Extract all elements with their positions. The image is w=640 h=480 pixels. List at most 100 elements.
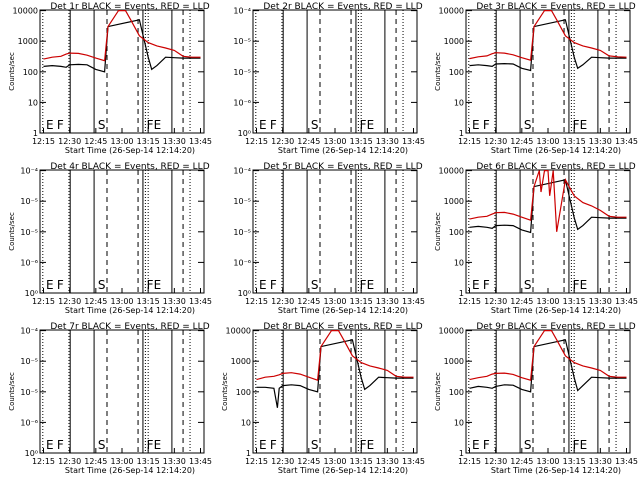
y-tick-label: 1 bbox=[33, 129, 38, 138]
y-axis-label: Counts/sec bbox=[434, 52, 442, 91]
y-tick-label: 10⁻⁵ bbox=[20, 357, 38, 366]
plot-frame bbox=[252, 9, 418, 134]
x-axis-label: Start Time (26-Sep-14 12:14:20) bbox=[278, 146, 408, 155]
y-tick-label: 1 bbox=[246, 449, 251, 458]
x-tick-label: 12:45 bbox=[84, 297, 107, 306]
y-axis-label: Counts/sec bbox=[434, 212, 442, 251]
x-tick-label: 13:45 bbox=[189, 457, 212, 466]
x-tick-label: 12:15 bbox=[458, 457, 481, 466]
x-tick-label: 12:15 bbox=[245, 457, 268, 466]
x-tick-label: 13:00 bbox=[536, 137, 559, 146]
event-marker-letter: E bbox=[580, 438, 588, 452]
x-tick-label: 12:30 bbox=[484, 457, 507, 466]
x-tick-label: 12:45 bbox=[510, 137, 533, 146]
y-tick-label: 10⁻⁵ bbox=[20, 197, 38, 206]
x-axis-label: Start Time (26-Sep-14 12:14:20) bbox=[278, 466, 408, 475]
event-marker-letter: F bbox=[270, 278, 277, 292]
y-tick-label: 10⁻⁶ bbox=[20, 258, 38, 267]
y-axis-label: Counts/sec bbox=[221, 372, 229, 411]
event-marker-letter: E bbox=[472, 118, 480, 132]
x-tick-label: 13:30 bbox=[376, 137, 399, 146]
event-marker-letter: E bbox=[259, 118, 267, 132]
events-series-line bbox=[256, 339, 414, 408]
panel-title: Det 7r BLACK = Events, RED = LLD bbox=[50, 322, 209, 332]
x-axis-label: Start Time (26-Sep-14 12:14:20) bbox=[65, 466, 195, 475]
x-tick-label: 13:30 bbox=[163, 137, 186, 146]
y-tick-label: 10000 bbox=[439, 7, 464, 16]
y-tick-label: 10⁻⁵ bbox=[233, 197, 251, 206]
event-marker-letter: S bbox=[98, 118, 106, 132]
event-marker-letter: F bbox=[483, 278, 490, 292]
y-tick-label: 10000 bbox=[439, 167, 464, 176]
event-marker-letter: S bbox=[311, 438, 319, 452]
x-tick-label: 13:30 bbox=[376, 457, 399, 466]
event-marker-letter: S bbox=[311, 118, 319, 132]
x-tick-label: 13:30 bbox=[589, 457, 612, 466]
plot-frame bbox=[465, 169, 631, 294]
plot-frame bbox=[252, 169, 418, 294]
y-tick-label: 10 bbox=[241, 418, 251, 427]
x-axis-label: Start Time (26-Sep-14 12:14:20) bbox=[491, 146, 621, 155]
x-tick-label: 13:30 bbox=[163, 297, 186, 306]
x-tick-label: 13:15 bbox=[563, 137, 586, 146]
event-marker-letter: E bbox=[46, 278, 54, 292]
x-tick-label: 13:00 bbox=[110, 297, 133, 306]
plot-frame bbox=[39, 329, 205, 454]
y-tick-label: 10⁻⁵ bbox=[20, 388, 38, 397]
x-tick-label: 13:45 bbox=[189, 297, 212, 306]
event-marker-letter: E bbox=[472, 438, 480, 452]
x-tick-label: 12:45 bbox=[84, 137, 107, 146]
event-marker-letter: F bbox=[57, 118, 64, 132]
y-tick-label: 10⁻⁵ bbox=[233, 68, 251, 77]
x-tick-label: 13:45 bbox=[615, 137, 638, 146]
event-marker-letter: E bbox=[46, 118, 54, 132]
event-marker-letter: E bbox=[259, 278, 267, 292]
event-marker-letter: S bbox=[524, 278, 532, 292]
event-marker-letter: S bbox=[311, 278, 319, 292]
x-tick-label: 12:30 bbox=[58, 297, 81, 306]
y-tick-label: 10⁻⁴ bbox=[20, 327, 38, 336]
y-tick-label: 10⁻⁵ bbox=[233, 37, 251, 46]
x-tick-label: 13:00 bbox=[536, 457, 559, 466]
plot-frame bbox=[39, 169, 205, 294]
y-tick-label: 1 bbox=[459, 129, 464, 138]
x-tick-label: 12:30 bbox=[484, 297, 507, 306]
y-tick-label: 1000 bbox=[444, 37, 464, 46]
x-tick-label: 13:45 bbox=[189, 137, 212, 146]
event-marker-letter: E bbox=[154, 438, 162, 452]
x-tick-label: 13:00 bbox=[323, 297, 346, 306]
event-marker-letter: E bbox=[472, 278, 480, 292]
panel-title: Det 9r BLACK = Events, RED = LLD bbox=[476, 322, 635, 332]
x-tick-label: 13:15 bbox=[350, 137, 373, 146]
y-axis-label: Counts/sec bbox=[8, 52, 16, 91]
y-axis-label: Counts/sec bbox=[8, 372, 16, 411]
x-tick-label: 12:45 bbox=[297, 137, 320, 146]
lld-series-line bbox=[469, 330, 627, 381]
event-marker-letter: F bbox=[483, 118, 490, 132]
x-tick-label: 12:45 bbox=[84, 457, 107, 466]
event-marker-letter: E bbox=[367, 278, 375, 292]
y-tick-label: 10⁰ bbox=[25, 289, 38, 298]
x-tick-label: 12:30 bbox=[58, 137, 81, 146]
x-tick-label: 13:00 bbox=[536, 297, 559, 306]
y-tick-label: 1000 bbox=[444, 357, 464, 366]
x-tick-label: 12:15 bbox=[32, 457, 55, 466]
y-tick-label: 10⁻⁴ bbox=[233, 167, 251, 176]
x-tick-label: 13:15 bbox=[350, 297, 373, 306]
y-tick-label: 10 bbox=[28, 98, 38, 107]
x-tick-label: 12:15 bbox=[245, 297, 268, 306]
event-marker-letter: F bbox=[57, 278, 64, 292]
x-tick-label: 13:00 bbox=[110, 137, 133, 146]
plot-frame bbox=[252, 329, 418, 454]
x-tick-label: 13:15 bbox=[350, 457, 373, 466]
y-tick-label: 100 bbox=[449, 68, 464, 77]
event-marker-letter: F bbox=[270, 438, 277, 452]
x-tick-label: 13:00 bbox=[323, 137, 346, 146]
y-tick-label: 10000 bbox=[226, 327, 251, 336]
x-tick-label: 13:15 bbox=[563, 457, 586, 466]
panel-title: Det 2r BLACK = Events, RED = LLD bbox=[263, 2, 422, 12]
x-tick-label: 12:15 bbox=[32, 297, 55, 306]
event-marker-letter: F bbox=[360, 118, 367, 132]
event-marker-letter: E bbox=[580, 278, 588, 292]
y-tick-label: 10⁻⁵ bbox=[20, 228, 38, 237]
